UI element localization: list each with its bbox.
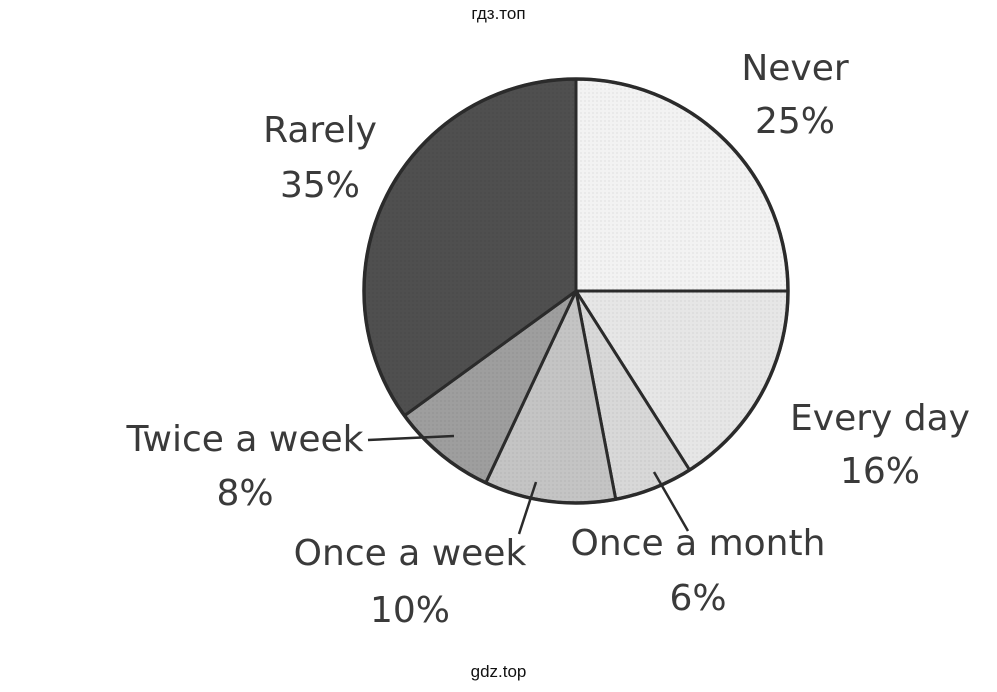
pie-slice-texture-never xyxy=(576,79,788,291)
slice-value-every-day: 16% xyxy=(840,451,920,492)
leader-lines xyxy=(367,434,690,535)
slice-label-every-day: Every day xyxy=(790,398,970,439)
pie-slice-texture-every-day xyxy=(576,291,788,470)
pie-slice-texture-once-a-week xyxy=(485,291,616,503)
slice-label-never: Never xyxy=(741,48,849,89)
slice-value-once-a-month: 6% xyxy=(669,578,726,619)
watermark-bottom: gdz.top xyxy=(470,662,527,681)
slice-labels: Never 25% Every day 16% Once a month 6% Once a… xyxy=(126,48,970,631)
pie-slice-texture-twice-a-week xyxy=(404,291,576,483)
leader-line-once-a-month xyxy=(652,471,690,532)
slice-label-twice-a-week: Twice a week xyxy=(126,419,364,460)
slice-value-never: 25% xyxy=(755,101,835,142)
pie-slice-texture-once-a-month xyxy=(576,291,690,500)
slice-value-twice-a-week: 8% xyxy=(216,473,273,514)
slice-value-once-a-week: 10% xyxy=(370,590,450,631)
leader-line-once-a-week xyxy=(517,481,538,535)
leader-line-twice-a-week xyxy=(367,434,455,442)
slice-label-once-a-week: Once a week xyxy=(294,533,527,574)
watermark-top: гдз.топ xyxy=(471,4,526,23)
slice-label-rarely: Rarely xyxy=(263,110,377,151)
slice-value-rarely: 35% xyxy=(280,165,360,206)
pie-slice-texture-rarely xyxy=(364,79,576,416)
pie-slices xyxy=(362,77,790,505)
pie-outline xyxy=(362,77,790,505)
slice-label-once-a-month: Once a month xyxy=(571,523,826,564)
